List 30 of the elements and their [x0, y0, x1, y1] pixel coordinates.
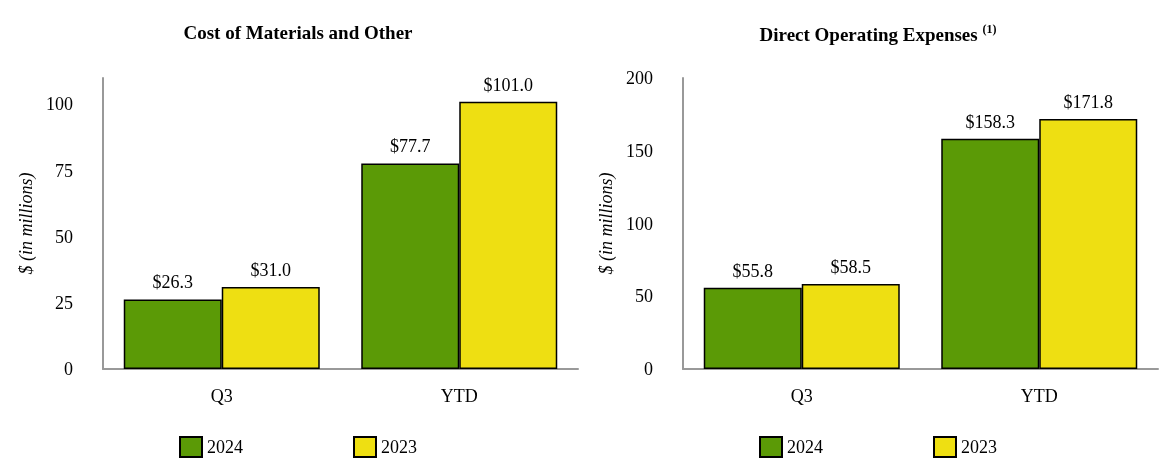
y-tick-label: 25: [55, 292, 73, 313]
chart-title: Cost of Materials and Other: [183, 22, 414, 43]
y-axis-title: $ (in millions): [596, 172, 618, 275]
y-tick-label: 75: [55, 160, 73, 181]
data-label: $171.8: [1063, 92, 1113, 113]
x-tick-label: YTD: [440, 386, 478, 406]
y-tick-label: 50: [55, 226, 73, 247]
data-label: $158.3: [965, 111, 1015, 132]
x-tick-label: Q3: [210, 386, 233, 406]
data-label: $101.0: [483, 74, 533, 95]
y-tick-label: 50: [635, 286, 653, 307]
y-tick-label: 100: [46, 94, 73, 115]
x-tick-label: Q3: [790, 386, 813, 406]
legend-label: 2023: [381, 437, 417, 457]
legend-label: 2023: [961, 437, 997, 457]
y-tick-label: 150: [626, 140, 653, 161]
legend-label: 2024: [787, 437, 823, 457]
data-label: $31.0: [250, 259, 291, 280]
x-tick-label: YTD: [1020, 386, 1058, 406]
data-label: $55.8: [732, 260, 773, 281]
data-label: $77.7: [390, 136, 431, 157]
y-tick-label: 0: [64, 359, 73, 379]
data-label: $26.3: [152, 272, 193, 293]
legend-label: 2024: [207, 437, 243, 457]
y-axis-title: $ (in millions): [16, 172, 38, 275]
y-tick-label: 200: [626, 68, 653, 88]
y-tick-label: 0: [644, 359, 653, 379]
chart-title: Direct Operating Expenses (1): [759, 22, 997, 45]
y-tick-label: 100: [626, 213, 653, 234]
data-label: $58.5: [830, 256, 871, 277]
